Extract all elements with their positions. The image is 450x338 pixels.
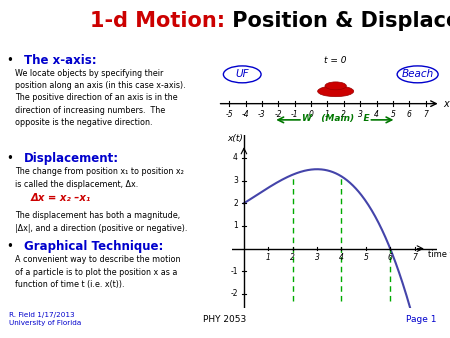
Text: -1: -1 [291, 110, 298, 119]
Text: 5: 5 [391, 110, 396, 119]
Ellipse shape [325, 82, 346, 90]
Text: -2: -2 [230, 289, 238, 298]
Text: The change from position x₁ to position x₂
is called the displacement, Δx.: The change from position x₁ to position … [15, 167, 184, 189]
Text: 7: 7 [412, 253, 417, 262]
Text: PHY 2053: PHY 2053 [203, 315, 247, 324]
Text: 1-d Motion:: 1-d Motion: [90, 10, 225, 30]
Text: The x-axis:: The x-axis: [24, 54, 97, 67]
Text: 7: 7 [423, 110, 428, 119]
Text: R. Field 1/17/2013
University of Florida: R. Field 1/17/2013 University of Florida [9, 312, 81, 326]
Text: 1: 1 [266, 253, 271, 262]
Text: Graphical Technique:: Graphical Technique: [24, 240, 163, 253]
Text: -1: -1 [230, 267, 238, 276]
Text: •: • [7, 54, 17, 67]
Text: W   (Main)   E: W (Main) E [302, 115, 369, 123]
Text: The displacement has both a magnitude,
|Δx|, and a direction (positive or negati: The displacement has both a magnitude, |… [15, 211, 188, 233]
Text: Δx = x₂ –x₁: Δx = x₂ –x₁ [31, 193, 90, 203]
Text: 4: 4 [233, 153, 238, 162]
Text: 6: 6 [388, 253, 392, 262]
Ellipse shape [223, 66, 261, 83]
Text: We locate objects by specifying their
position along an axis (in this case x-axi: We locate objects by specifying their po… [15, 69, 186, 127]
Ellipse shape [397, 66, 438, 83]
Text: 2: 2 [342, 110, 346, 119]
Text: Displacement:: Displacement: [24, 152, 119, 165]
Text: Page 1: Page 1 [406, 315, 436, 324]
Text: -3: -3 [258, 110, 265, 119]
Text: •: • [7, 240, 17, 253]
Text: 4: 4 [374, 110, 379, 119]
Text: •: • [7, 152, 17, 165]
Text: 1: 1 [325, 110, 330, 119]
Text: 5: 5 [364, 253, 368, 262]
Text: 3: 3 [233, 176, 238, 185]
Text: 1: 1 [233, 221, 238, 231]
Text: Position & Displacement: Position & Displacement [225, 10, 450, 30]
Text: A convenient way to describe the motion
of a particle is to plot the position x : A convenient way to describe the motion … [15, 256, 181, 289]
Text: 2: 2 [233, 199, 238, 208]
Text: x(t): x(t) [227, 134, 243, 143]
Text: time t: time t [428, 250, 450, 260]
Text: -5: -5 [225, 110, 233, 119]
Text: t = 0: t = 0 [324, 56, 347, 65]
Text: 0: 0 [309, 110, 314, 119]
Text: x: x [443, 99, 449, 108]
Text: Beach: Beach [401, 69, 434, 79]
Text: -4: -4 [242, 110, 249, 119]
Ellipse shape [318, 86, 354, 97]
Text: 6: 6 [407, 110, 412, 119]
Text: -2: -2 [274, 110, 282, 119]
Text: 4: 4 [339, 253, 344, 262]
Text: 3: 3 [358, 110, 363, 119]
Text: UF: UF [235, 69, 249, 79]
Text: 2: 2 [290, 253, 295, 262]
Text: 3: 3 [315, 253, 319, 262]
